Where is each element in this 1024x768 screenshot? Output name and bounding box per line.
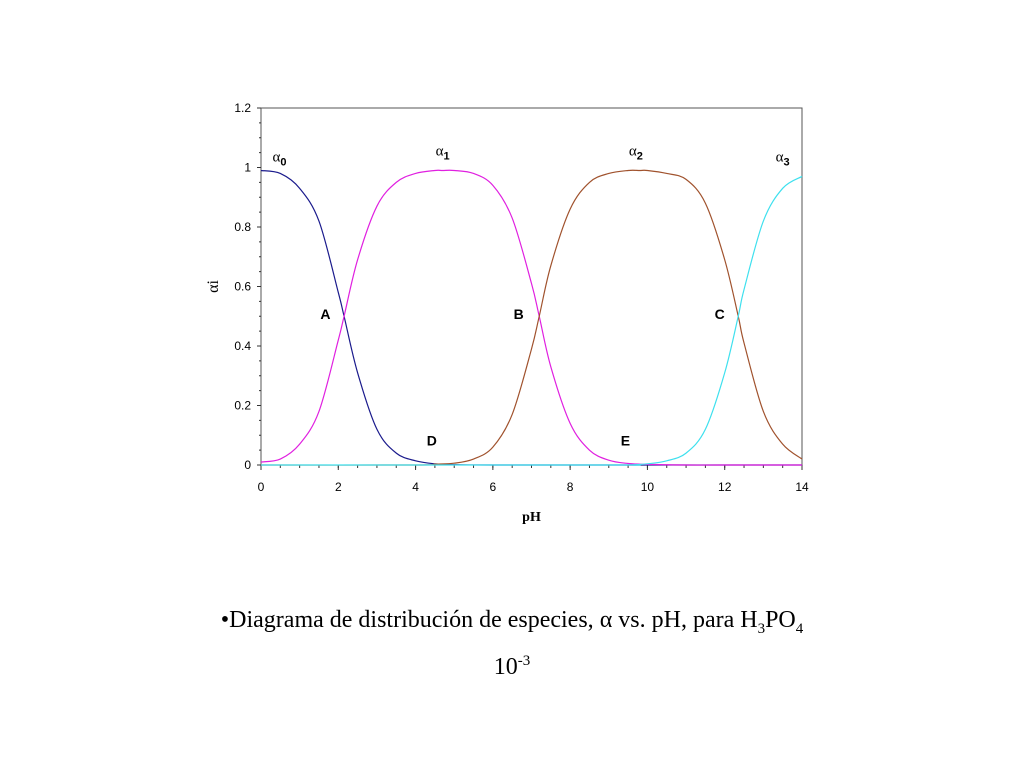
y-tick-label: 0 xyxy=(244,458,251,472)
caption-bullet: • xyxy=(220,607,230,633)
x-tick-label: 14 xyxy=(795,480,809,494)
x-tick-label: 12 xyxy=(718,480,732,494)
annotation-e: E xyxy=(621,433,630,449)
series-label-alpha1: α1 xyxy=(436,144,450,163)
y-tick-label: 0.8 xyxy=(234,220,251,234)
x-tick-label: 10 xyxy=(641,480,655,494)
y-tick-label: 0.2 xyxy=(234,399,251,413)
caption-exponent: -3 xyxy=(517,652,531,669)
series-label-alpha2: α2 xyxy=(629,144,643,163)
plot-area: 0 0.2 0.4 0.6 0.8 1 1.2 0 2 4 6 8 10 12 14 pH αi α0 α1 α2 α3… xyxy=(205,101,809,525)
caption-text-mid: vs. pH, para H xyxy=(612,607,758,633)
caption-text-before: Diagrama de distribución de especies, xyxy=(229,607,600,633)
x-tick-label: 8 xyxy=(567,480,574,494)
x-tick-label: 2 xyxy=(335,480,342,494)
plot-frame xyxy=(260,107,803,466)
y-tick-label: 0.6 xyxy=(234,280,251,294)
caption-sub-3: 3 xyxy=(757,620,766,637)
x-tick-label: 0 xyxy=(258,480,265,494)
y-tick-label: 1 xyxy=(244,161,251,175)
caption-concentration: 10 xyxy=(493,653,518,680)
x-axis-label: pH xyxy=(522,510,541,525)
y-axis-label: αi xyxy=(205,280,222,293)
x-tick-label: 6 xyxy=(490,480,497,494)
y-tick-label: 0.4 xyxy=(234,339,251,353)
series-line-alpha3 xyxy=(261,175,803,466)
series-label-alpha0: α0 xyxy=(273,150,287,169)
x-tick-label: 4 xyxy=(412,480,419,494)
figure-caption: •Diagrama de distribución de especies, α… xyxy=(0,604,1024,683)
caption-alpha: α xyxy=(599,607,613,633)
series-line-alpha1 xyxy=(260,169,802,466)
caption-po: PO xyxy=(765,607,796,633)
y-tick-label: 1.2 xyxy=(234,101,251,115)
annotation-c: C xyxy=(715,306,725,322)
annotation-a: A xyxy=(320,306,330,322)
caption-sub-4: 4 xyxy=(795,620,804,637)
annotation-b: B xyxy=(514,306,524,322)
species-distribution-chart: 0 0.2 0.4 0.6 0.8 1 1.2 0 2 4 6 8 10 12 14 pH αi α0 α1 α2 α3… xyxy=(205,101,809,525)
annotation-d: D xyxy=(427,433,437,449)
series-label-alpha3: α3 xyxy=(776,150,790,169)
